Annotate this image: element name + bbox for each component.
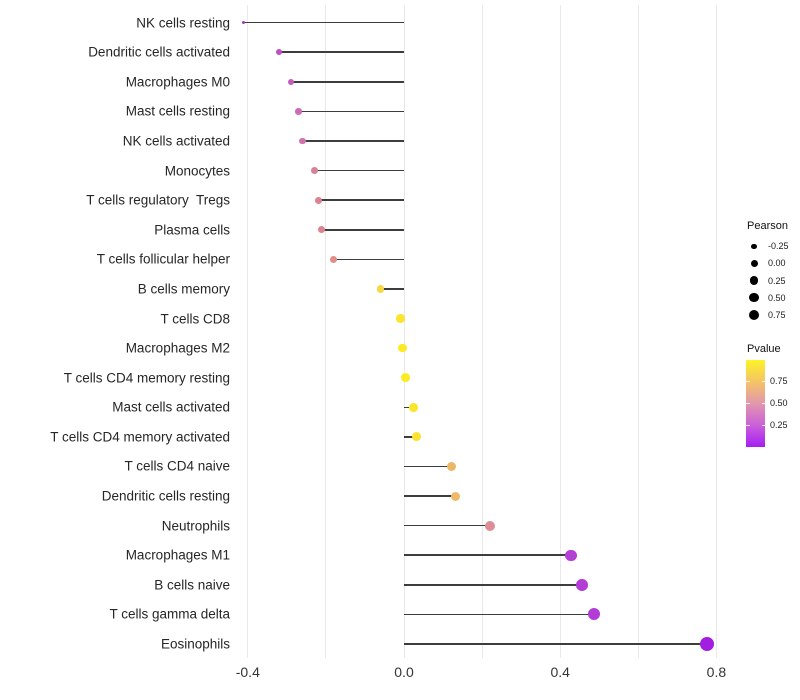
gradient-bar-tick	[746, 402, 750, 404]
y-axis-label: B cells naive	[154, 577, 230, 593]
size-legend-label: 0.75	[768, 309, 786, 320]
y-axis-label: B cells memory	[137, 281, 230, 297]
data-point	[447, 461, 457, 471]
data-point	[318, 226, 326, 234]
y-axis-label: Dendritic cells resting	[101, 488, 230, 504]
y-axis-label: NK cells activated	[122, 133, 230, 149]
lollipop-stem	[279, 51, 404, 54]
data-point	[411, 432, 421, 442]
y-axis-label: Neutrophils	[161, 518, 230, 534]
gradient-bar-tick	[746, 381, 750, 383]
lollipop-stem	[298, 110, 404, 113]
lollipop-stem	[404, 643, 707, 645]
data-point	[295, 108, 302, 115]
y-axis-label: Mast cells resting	[125, 103, 230, 119]
gradient-bar-tick	[746, 424, 750, 426]
size-legend-dot	[750, 259, 758, 267]
size-legend-label: 0.25	[768, 275, 786, 286]
data-point	[484, 520, 495, 531]
color-legend-label: 0.50	[770, 397, 788, 408]
lollipop-stem	[404, 613, 595, 616]
data-point	[276, 49, 283, 56]
size-legend-label: 0.00	[768, 258, 786, 269]
y-axis-label: NK cells resting	[136, 15, 230, 31]
lollipop-stem	[314, 169, 404, 172]
data-point	[575, 578, 588, 591]
y-axis-label: Macrophages M2	[125, 340, 230, 356]
data-point	[314, 196, 322, 204]
lollipop-stem	[404, 436, 417, 438]
size-legend-title: Pearson	[747, 220, 788, 232]
gradient-bar-tick	[761, 402, 765, 404]
lollipop-stem	[333, 258, 404, 261]
size-legend-dot	[748, 309, 760, 320]
data-point	[287, 78, 294, 86]
data-point	[376, 285, 385, 293]
data-point	[400, 373, 410, 383]
y-axis-label: T cells gamma delta	[109, 606, 230, 622]
y-axis-label: T cells CD4 memory activated	[50, 429, 230, 445]
gridline	[403, 5, 405, 658]
data-point	[565, 549, 577, 561]
data-point	[588, 608, 601, 621]
y-axis-label: Plasma cells	[154, 222, 230, 238]
y-axis-label: T cells follicular helper	[96, 251, 230, 267]
x-axis-tick-label: -0.4	[235, 664, 260, 680]
y-axis-label: Monocytes	[164, 163, 230, 179]
gridline	[325, 5, 327, 658]
lollipop-stem	[404, 554, 572, 557]
data-point	[299, 137, 306, 145]
size-legend-label: 0.50	[768, 292, 786, 303]
lollipop-stem	[318, 199, 404, 201]
lollipop-stem	[380, 288, 404, 290]
lollipop-stem	[404, 584, 582, 586]
lollipop-stem	[404, 465, 452, 468]
data-point	[330, 255, 338, 264]
y-axis-label: Mast cells activated	[112, 399, 230, 415]
lollipop-stem	[321, 228, 404, 231]
gridline	[559, 5, 561, 658]
y-axis-label: T cells regulatory Tregs	[86, 192, 230, 208]
data-point	[398, 343, 407, 353]
y-axis-label: Eosinophils	[160, 636, 230, 652]
color-legend-label: 0.75	[770, 376, 788, 387]
gridline	[715, 5, 717, 658]
y-axis-label: T cells CD4 naive	[124, 458, 230, 474]
y-axis-label: T cells CD8	[160, 311, 230, 327]
gridline	[247, 5, 249, 658]
pvalue-gradient-bar	[746, 360, 765, 447]
size-legend-dot	[751, 243, 757, 249]
data-point	[451, 491, 461, 501]
y-axis-label: Dendritic cells activated	[88, 44, 230, 60]
lollipop-stem	[290, 81, 404, 83]
lollipop-stem	[404, 524, 490, 527]
size-legend-dot	[749, 276, 759, 285]
y-axis-label: Macrophages M0	[125, 74, 230, 90]
lollipop-stem	[243, 21, 404, 24]
size-legend-label: -0.25	[768, 241, 789, 252]
size-legend-dot	[749, 292, 759, 303]
lollipop-stem	[404, 495, 456, 497]
y-axis-label: T cells CD4 memory resting	[63, 370, 230, 386]
data-point	[396, 314, 405, 323]
y-axis-label: Macrophages M1	[125, 547, 230, 563]
lollipop-stem	[302, 140, 404, 142]
data-point	[699, 636, 714, 651]
color-legend-label: 0.25	[770, 419, 788, 430]
gridline	[481, 5, 483, 658]
gradient-bar-tick	[761, 424, 765, 426]
gradient-bar-tick	[761, 381, 765, 383]
x-axis-tick-label: 0.8	[706, 664, 727, 680]
gridline	[637, 5, 639, 658]
lollipop-stem	[404, 406, 414, 409]
data-point	[408, 402, 418, 412]
color-legend-title: Pvalue	[747, 343, 781, 355]
x-axis-tick-label: 0.4	[550, 664, 570, 680]
data-point	[310, 167, 318, 175]
data-point	[242, 21, 246, 25]
x-axis-tick-label: 0.0	[394, 664, 414, 680]
